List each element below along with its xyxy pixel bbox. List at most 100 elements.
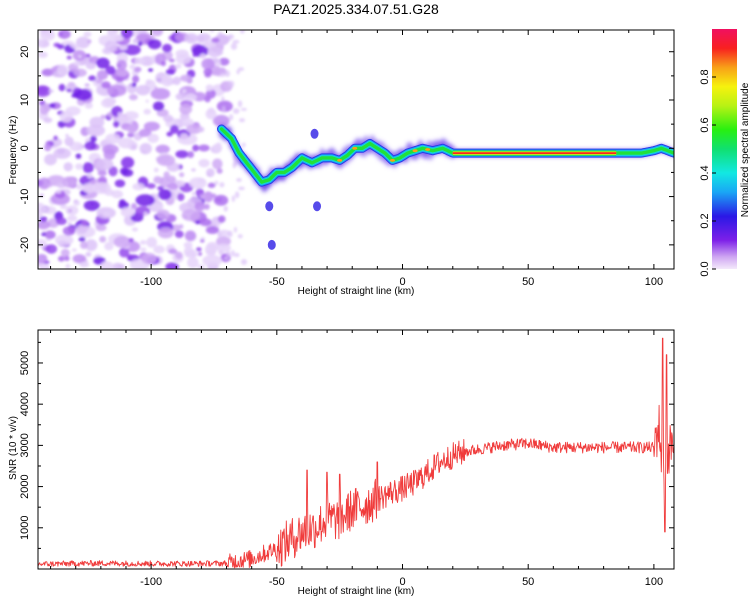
noise-blob <box>154 86 158 90</box>
noise-blob <box>41 232 46 237</box>
noise-blob <box>95 224 107 232</box>
noise-blob <box>132 38 139 44</box>
noise-blob <box>217 233 222 239</box>
noise-blob <box>209 30 215 33</box>
noise-blob <box>78 54 82 59</box>
noise-blob <box>132 75 140 83</box>
noise-blob <box>138 128 152 137</box>
noise-blob <box>106 84 127 97</box>
noise-blob <box>82 162 94 174</box>
snr-y-tick-label: 4000 <box>19 392 31 416</box>
noise-blob <box>201 58 215 70</box>
colorbar-tick-label: 0.2 <box>699 213 711 228</box>
noise-blob <box>227 230 233 238</box>
noise-blob <box>57 43 65 50</box>
noise-blob <box>38 238 47 248</box>
noise-blob <box>53 135 58 141</box>
signal-hotspot <box>352 146 358 150</box>
noise-blob <box>145 79 152 85</box>
snr-y-tick-label: 5000 <box>19 351 31 375</box>
noise-blob <box>240 30 245 34</box>
noise-blob <box>105 65 116 75</box>
noise-blob <box>184 33 199 44</box>
noise-blob <box>165 69 175 76</box>
noise-blob <box>66 88 72 92</box>
noise-blob <box>181 89 187 94</box>
noise-blob <box>135 84 151 96</box>
noise-blob <box>216 168 223 174</box>
noise-blob <box>218 57 230 66</box>
noise-blob <box>38 253 48 264</box>
noise-blob <box>192 144 199 152</box>
noise-blob <box>109 33 123 42</box>
noise-blob <box>42 206 57 215</box>
noise-blob <box>39 263 50 269</box>
noise-blob <box>101 81 111 89</box>
noise-blob <box>184 93 197 102</box>
noise-blob <box>115 75 124 83</box>
noise-blob <box>219 182 225 188</box>
noise-blob <box>237 234 243 239</box>
spectrogram-frame <box>37 29 675 270</box>
noise-blob <box>135 194 155 207</box>
noise-blob <box>96 69 108 81</box>
signal-steady-band <box>452 152 617 155</box>
noise-blob <box>207 107 215 115</box>
noise-blob <box>96 57 110 69</box>
noise-blob <box>168 248 178 255</box>
noise-blob <box>45 244 58 254</box>
noise-blob <box>194 201 206 212</box>
signal-hotspot <box>337 158 343 162</box>
noise-blob <box>66 215 78 222</box>
noise-blob <box>90 135 97 143</box>
noise-blob <box>131 144 137 150</box>
noise-blob <box>128 94 138 101</box>
noise-blob <box>78 236 86 242</box>
noise-blob <box>220 73 226 77</box>
noise-blob <box>113 120 120 128</box>
noise-blob <box>158 189 172 200</box>
noise-blob <box>38 177 51 190</box>
snr-y-label: SNR (10 * v/v) <box>8 416 19 480</box>
noise-blob <box>237 100 243 108</box>
noise-blobs <box>38 30 248 269</box>
noise-blob <box>87 173 93 179</box>
signal-hotspot <box>425 148 431 151</box>
noise-blob <box>175 180 186 187</box>
colorbar: 0.0 0.2 0.4 0.6 0.8 Normalized spectral ampl… <box>699 29 750 277</box>
noise-blob <box>38 85 48 95</box>
noise-blob <box>184 230 197 241</box>
noise-blob <box>90 201 95 207</box>
noise-blob <box>104 242 114 251</box>
noise-blob <box>54 234 74 246</box>
noise-blob <box>55 217 67 225</box>
noise-blob <box>119 199 126 206</box>
noise-blob <box>230 43 238 50</box>
noise-blob <box>64 255 70 261</box>
noise-blob <box>39 30 54 37</box>
noise-blob <box>131 227 139 232</box>
snr-x-tick-label: 0 <box>399 576 405 588</box>
noise-blob <box>145 99 149 103</box>
colorbar-tick-label: 0.0 <box>699 261 711 276</box>
noise-blob <box>104 40 119 52</box>
noise-blob <box>238 186 245 191</box>
noise-blob <box>166 131 173 137</box>
noise-blob <box>179 133 189 141</box>
noise-blob <box>236 178 242 182</box>
noise-blob <box>97 170 107 177</box>
noise-blob <box>85 53 91 58</box>
outlier-blob <box>267 239 276 250</box>
noise-blob <box>47 183 53 188</box>
noise-blob <box>135 206 151 216</box>
noise-blob <box>205 84 214 92</box>
snr-x-tick-label: 100 <box>645 576 663 588</box>
spectrogram-x-ticks: -100 -50 0 50 100 <box>50 30 663 288</box>
noise-blob <box>73 68 87 77</box>
noise-blob <box>202 254 223 267</box>
noise-blob <box>39 104 50 115</box>
noise-blob <box>132 183 145 191</box>
noise-blob <box>84 239 98 252</box>
noise-blob <box>66 55 72 60</box>
noise-blob <box>203 191 214 203</box>
